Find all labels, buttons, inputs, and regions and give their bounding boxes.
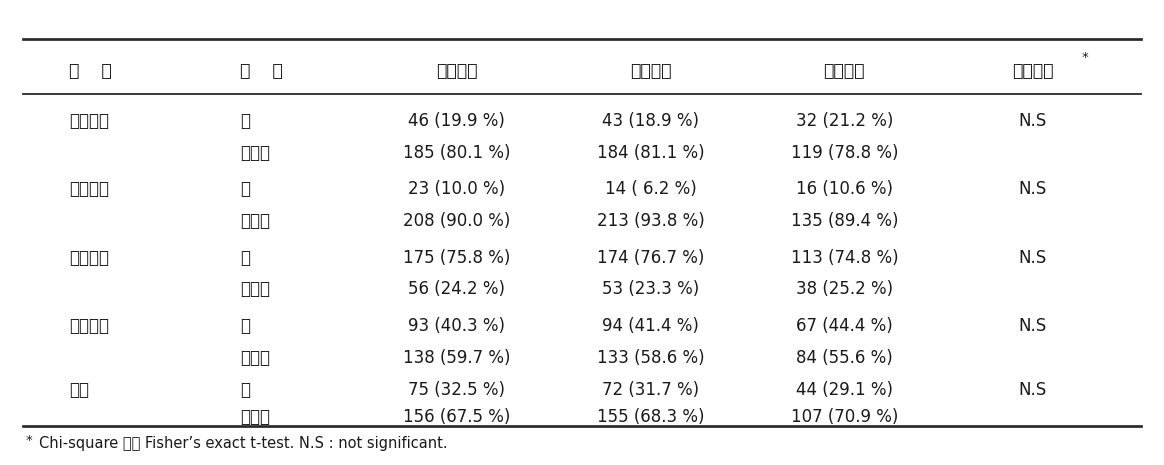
Text: 과거흥연: 과거흥연 xyxy=(69,112,108,130)
Text: 아니오: 아니오 xyxy=(240,349,270,367)
Text: N.S: N.S xyxy=(1018,317,1046,335)
Text: 남해노출: 남해노출 xyxy=(630,62,672,80)
Text: N.S: N.S xyxy=(1018,381,1046,399)
Text: 133 (58.6 %): 133 (58.6 %) xyxy=(597,349,704,367)
Text: 아니오: 아니오 xyxy=(240,280,270,299)
Text: 107 (70.9 %): 107 (70.9 %) xyxy=(790,408,899,426)
Text: 예: 예 xyxy=(240,317,250,335)
Text: 138 (59.7 %): 138 (59.7 %) xyxy=(403,349,510,367)
Text: 16 (10.6 %): 16 (10.6 %) xyxy=(796,180,893,198)
Text: 175 (75.8 %): 175 (75.8 %) xyxy=(403,249,510,266)
Text: 184 (81.1 %): 184 (81.1 %) xyxy=(597,144,704,162)
Text: 75 (32.5 %): 75 (32.5 %) xyxy=(409,381,505,399)
Text: 155 (68.3 %): 155 (68.3 %) xyxy=(597,408,704,426)
Text: Chi-square 또는 Fisher’s exact t-test. N.S : not significant.: Chi-square 또는 Fisher’s exact t-test. N.S… xyxy=(40,436,448,451)
Text: N.S: N.S xyxy=(1018,112,1046,130)
Text: 현재흥연: 현재흥연 xyxy=(69,180,108,198)
Text: 항    목: 항 목 xyxy=(69,62,112,80)
Text: 53 (23.3 %): 53 (23.3 %) xyxy=(602,280,700,299)
Text: 유의수준: 유의수준 xyxy=(1012,62,1053,80)
Text: 구    분: 구 분 xyxy=(240,62,283,80)
Text: N.S: N.S xyxy=(1018,249,1046,266)
Text: 예: 예 xyxy=(240,249,250,266)
Text: 14 ( 6.2 %): 14 ( 6.2 %) xyxy=(604,180,696,198)
Text: 94 (41.4 %): 94 (41.4 %) xyxy=(602,317,698,335)
Text: 44 (29.1 %): 44 (29.1 %) xyxy=(796,381,893,399)
Text: 113 (74.8 %): 113 (74.8 %) xyxy=(790,249,899,266)
Text: 예: 예 xyxy=(240,381,250,399)
Text: 운동: 운동 xyxy=(69,381,88,399)
Text: 46 (19.9 %): 46 (19.9 %) xyxy=(409,112,505,130)
Text: 156 (67.5 %): 156 (67.5 %) xyxy=(403,408,510,426)
Text: 하동노출: 하동노출 xyxy=(435,62,477,80)
Text: 84 (55.6 %): 84 (55.6 %) xyxy=(796,349,893,367)
Text: 간접흥연: 간접흥연 xyxy=(69,249,108,266)
Text: 38 (25.2 %): 38 (25.2 %) xyxy=(796,280,893,299)
Text: 43 (18.9 %): 43 (18.9 %) xyxy=(602,112,698,130)
Text: 208 (90.0 %): 208 (90.0 %) xyxy=(403,212,510,230)
Text: 119 (78.8 %): 119 (78.8 %) xyxy=(790,144,899,162)
Text: 174 (76.7 %): 174 (76.7 %) xyxy=(597,249,704,266)
Text: 아니오: 아니오 xyxy=(240,212,270,230)
Text: 비교지역: 비교지역 xyxy=(824,62,865,80)
Text: 185 (80.1 %): 185 (80.1 %) xyxy=(403,144,510,162)
Text: 56 (24.2 %): 56 (24.2 %) xyxy=(409,280,505,299)
Text: 72 (31.7 %): 72 (31.7 %) xyxy=(602,381,700,399)
Text: 현재음주: 현재음주 xyxy=(69,317,108,335)
Text: 67 (44.4 %): 67 (44.4 %) xyxy=(796,317,893,335)
Text: 213 (93.8 %): 213 (93.8 %) xyxy=(597,212,704,230)
Text: 예: 예 xyxy=(240,112,250,130)
Text: 아니오: 아니오 xyxy=(240,408,270,426)
Text: *: * xyxy=(26,434,33,447)
Text: *: * xyxy=(1081,51,1088,64)
Text: N.S: N.S xyxy=(1018,180,1046,198)
Text: 아니오: 아니오 xyxy=(240,144,270,162)
Text: 32 (21.2 %): 32 (21.2 %) xyxy=(796,112,893,130)
Text: 135 (89.4 %): 135 (89.4 %) xyxy=(790,212,899,230)
Text: 예: 예 xyxy=(240,180,250,198)
Text: 23 (10.0 %): 23 (10.0 %) xyxy=(407,180,505,198)
Text: 93 (40.3 %): 93 (40.3 %) xyxy=(409,317,505,335)
